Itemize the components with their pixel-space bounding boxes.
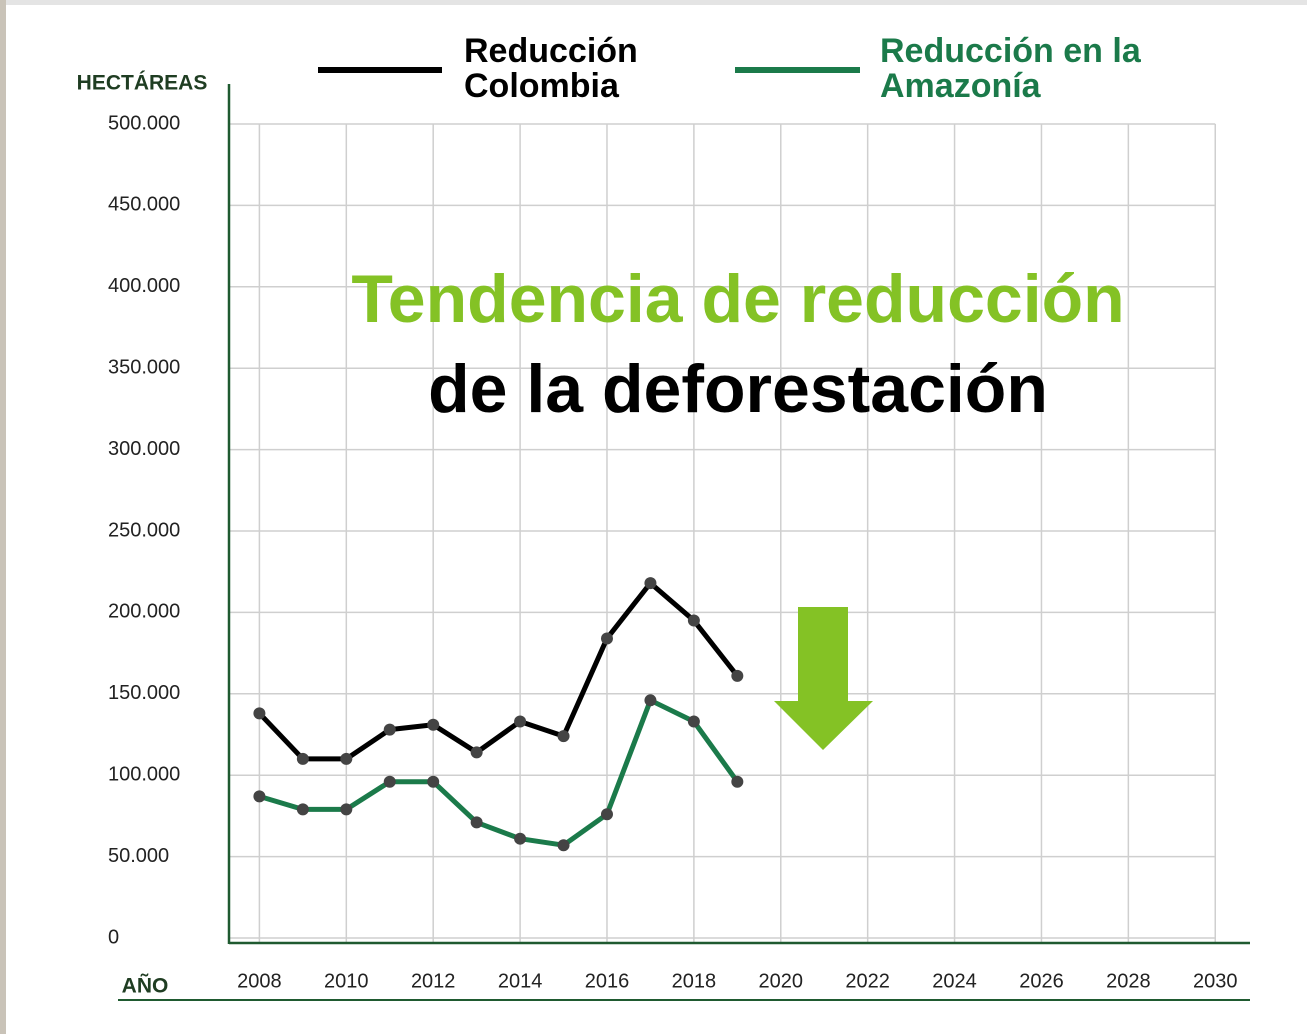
data-point bbox=[340, 803, 352, 815]
x-tick-label: 2020 bbox=[759, 970, 804, 992]
page: HECTÁREAS AÑO 0 50.000 100.000 150.000 200.0… bbox=[0, 0, 1307, 1034]
legend-label: Reducción Colombia bbox=[464, 34, 674, 104]
chart: HECTÁREAS AÑO 0 50.000 100.000 150.000 200.0… bbox=[0, 0, 1307, 1034]
data-point bbox=[253, 707, 265, 719]
data-point bbox=[731, 776, 743, 788]
data-point bbox=[514, 715, 526, 727]
data-point bbox=[558, 730, 570, 742]
x-tick-label: 2018 bbox=[672, 970, 717, 992]
data-point bbox=[340, 753, 352, 765]
data-point bbox=[427, 776, 439, 788]
data-point bbox=[471, 746, 483, 758]
data-point bbox=[297, 753, 309, 765]
x-axis-label: AÑO bbox=[122, 975, 169, 998]
x-tick-label: 2014 bbox=[498, 970, 543, 992]
y-tick-label: 0 bbox=[108, 926, 119, 948]
x-tick-label: 2030 bbox=[1193, 970, 1238, 992]
data-point bbox=[558, 839, 570, 851]
data-point bbox=[644, 694, 656, 706]
data-point bbox=[297, 803, 309, 815]
y-tick-label: 300.000 bbox=[108, 438, 180, 460]
top-border bbox=[0, 0, 1307, 5]
x-tick-label: 2008 bbox=[237, 970, 282, 992]
x-tick-label: 2028 bbox=[1106, 970, 1151, 992]
y-tick-label: 350.000 bbox=[108, 356, 180, 378]
series-line bbox=[259, 583, 737, 759]
data-point bbox=[427, 719, 439, 731]
data-point bbox=[514, 833, 526, 845]
data-point bbox=[253, 790, 265, 802]
y-tick-label: 400.000 bbox=[108, 275, 180, 297]
x-tick-label: 2022 bbox=[845, 970, 890, 992]
x-tick-label: 2010 bbox=[324, 970, 369, 992]
legend-label: Reducción en la Amazonía bbox=[880, 34, 1180, 104]
data-point bbox=[601, 808, 613, 820]
y-tick-label: 100.000 bbox=[108, 763, 180, 785]
data-point bbox=[731, 670, 743, 682]
data-point bbox=[384, 776, 396, 788]
y-tick-label: 500.000 bbox=[108, 112, 180, 134]
annotation: Tendencia de reducción bbox=[351, 261, 1124, 337]
data-point bbox=[601, 632, 613, 644]
x-tick-label: 2024 bbox=[932, 970, 977, 992]
x-tick-label: 2026 bbox=[1019, 970, 1064, 992]
y-tick-label: 250.000 bbox=[108, 519, 180, 541]
annotation: de la deforestación bbox=[428, 351, 1048, 427]
y-axis-label: HECTÁREAS bbox=[77, 72, 208, 95]
y-tick-label: 450.000 bbox=[108, 194, 180, 216]
data-point bbox=[688, 615, 700, 627]
x-tick-label: 2016 bbox=[585, 970, 630, 992]
y-tick-label: 200.000 bbox=[108, 601, 180, 623]
left-border bbox=[0, 0, 6, 1034]
data-point bbox=[644, 577, 656, 589]
y-tick-label: 150.000 bbox=[108, 682, 180, 704]
y-tick-label: 50.000 bbox=[108, 845, 169, 867]
series-line bbox=[259, 700, 737, 845]
down-arrow bbox=[774, 607, 873, 750]
x-tick-label: 2012 bbox=[411, 970, 456, 992]
data-point bbox=[471, 816, 483, 828]
data-point bbox=[384, 724, 396, 736]
data-point bbox=[688, 715, 700, 727]
